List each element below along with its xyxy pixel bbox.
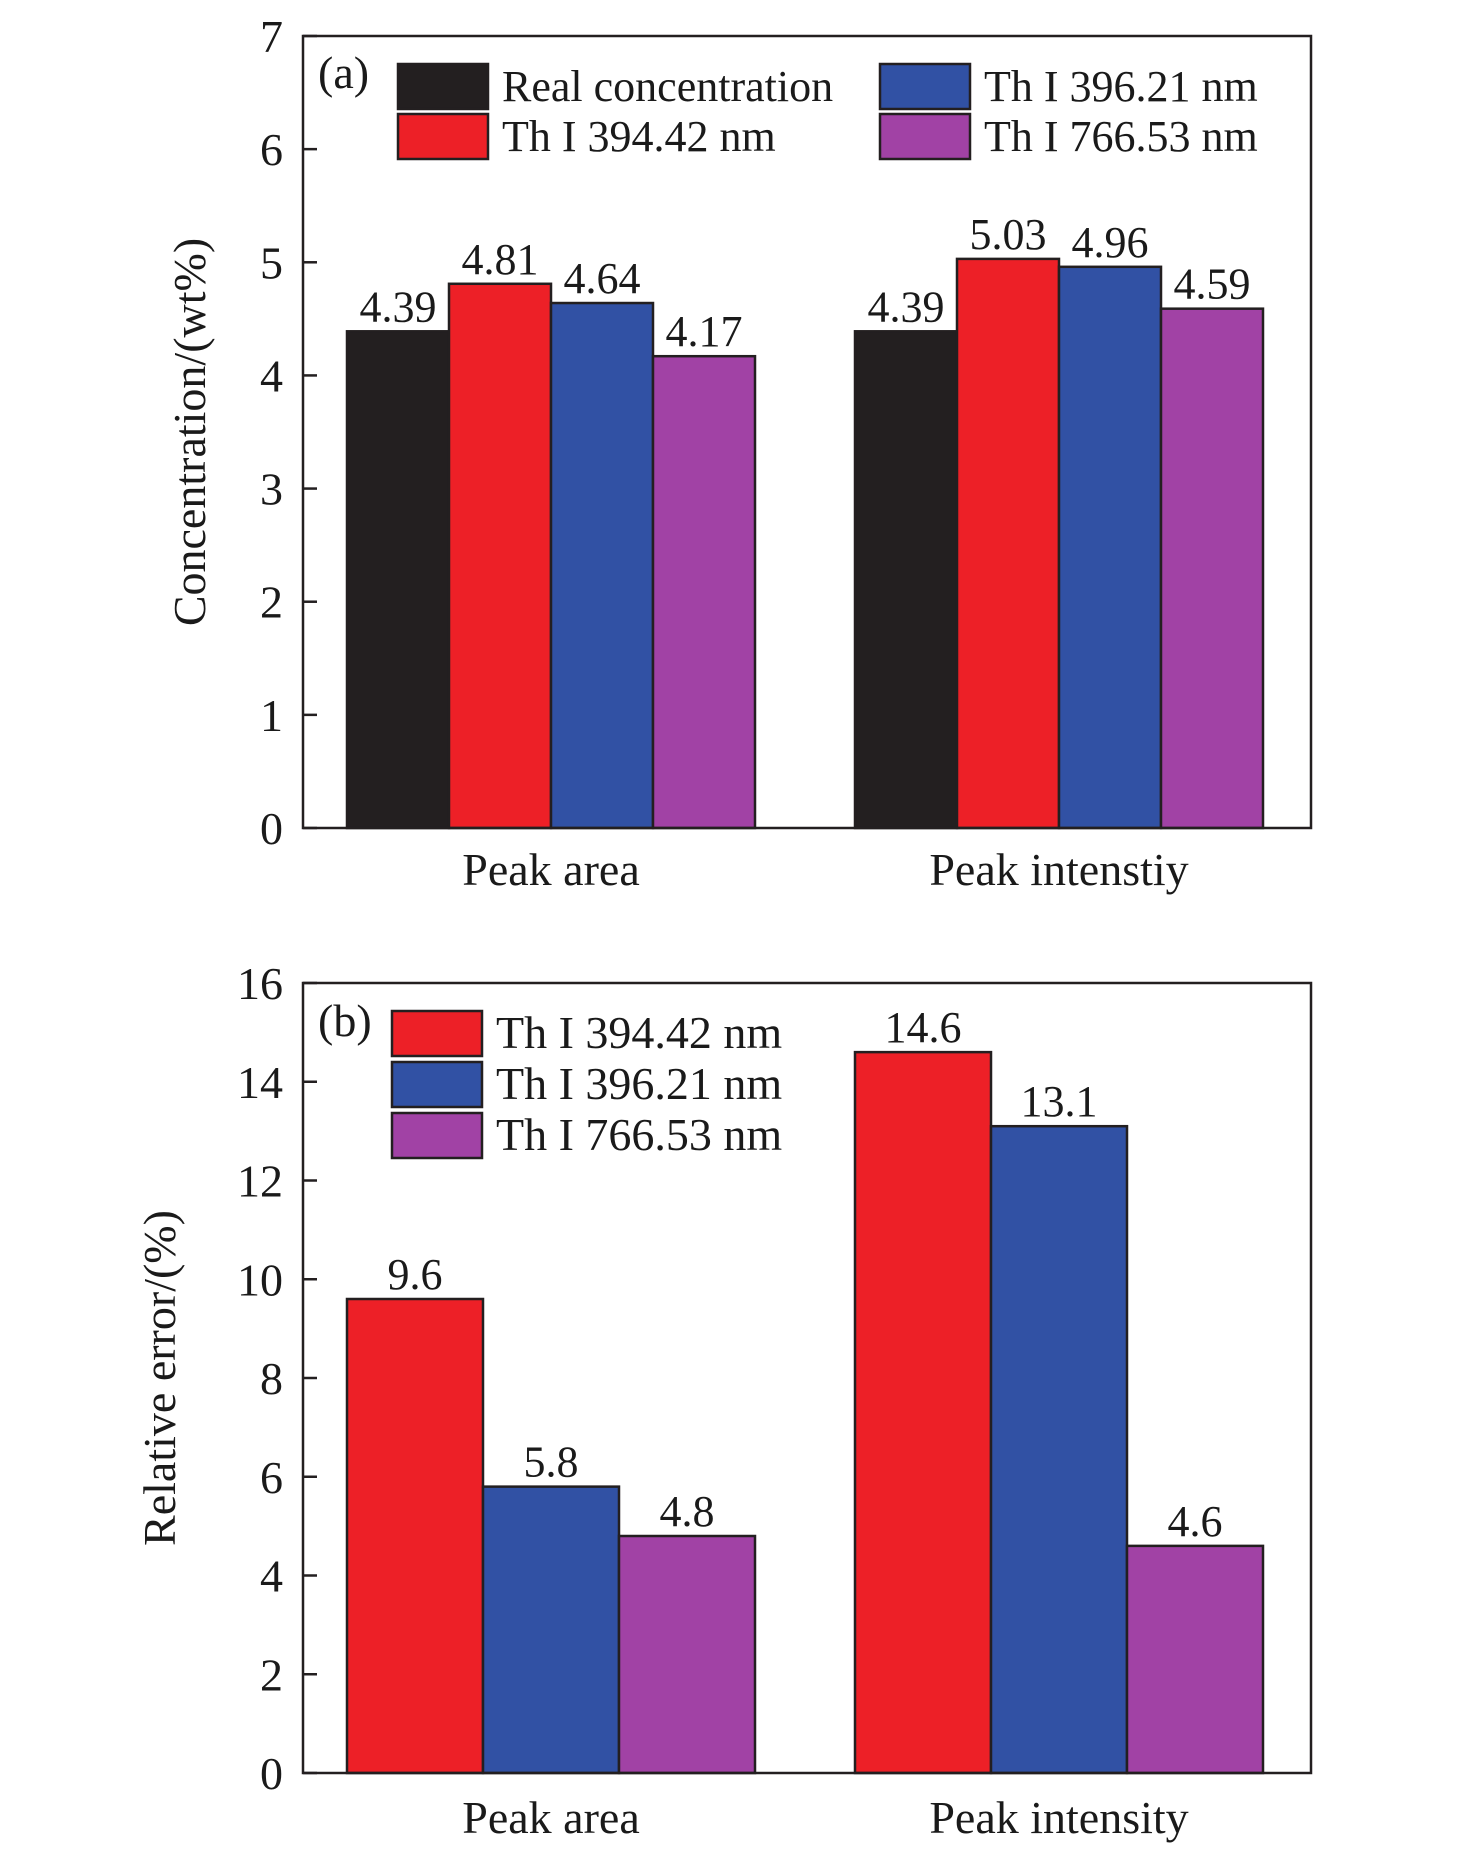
legend-swatch — [390, 1111, 484, 1160]
panel-label: (a) — [318, 47, 369, 98]
bar-peak-area-series-1 — [447, 282, 553, 830]
panel-label: (b) — [318, 995, 372, 1046]
x-tick-label: Peak intensity — [929, 1792, 1188, 1843]
y-tick-label: 4 — [260, 350, 283, 401]
bar-peak-intenstiy-series-1 — [955, 257, 1061, 830]
y-tick-label: 8 — [260, 1353, 283, 1404]
x-tick-label: Peak area — [462, 1792, 640, 1843]
data-label: 9.6 — [388, 1250, 443, 1299]
data-label: 5.03 — [970, 210, 1047, 259]
y-tick-label: 10 — [237, 1254, 283, 1305]
legend-entry: Th I 396.21 nm — [984, 62, 1258, 111]
data-label: 4.6 — [1168, 1497, 1223, 1546]
legend-swatch — [396, 112, 490, 161]
data-label: 14.6 — [885, 1003, 962, 1052]
y-tick-label: 5 — [260, 237, 283, 288]
bar-peak-area-series-2 — [549, 301, 655, 830]
bar-peak-intensity-series-0 — [853, 1050, 993, 1775]
legend-entry: Th I 394.42 nm — [496, 1007, 782, 1058]
data-label: 13.1 — [1021, 1077, 1098, 1126]
x-tick-label: Peak intenstiy — [929, 844, 1188, 895]
data-label: 4.64 — [564, 254, 641, 303]
bar-peak-area-series-0 — [345, 330, 451, 830]
y-tick-label: 4 — [260, 1551, 283, 1602]
data-label: 4.59 — [1174, 260, 1251, 309]
y-tick-label: 16 — [237, 958, 283, 1009]
bar-peak-intenstiy-series-2 — [1057, 265, 1163, 830]
y-tick-label: 2 — [260, 577, 283, 628]
chart-a: 4.39 4.81 4.64 4.17 Peak area 4.39 5.03 4.96 4.5… — [164, 11, 1313, 895]
legend-entry: Th I 396.21 nm — [496, 1058, 782, 1109]
bar-peak-area-series-0 — [345, 1297, 485, 1775]
bar-peak-area-series-1 — [481, 1485, 621, 1775]
legend-swatch — [878, 112, 972, 161]
y-tick-label: 7 — [260, 11, 283, 62]
y-tick-label: 2 — [260, 1649, 283, 1700]
legend-entry: Th I 766.53 nm — [984, 112, 1258, 161]
y-tick-label: 6 — [260, 124, 283, 175]
data-label: 4.39 — [868, 282, 945, 331]
y-tick-label: 6 — [260, 1452, 283, 1503]
bar-peak-area-series-3 — [651, 354, 757, 830]
plot-frame — [301, 34, 1313, 830]
y-tick-label: 0 — [260, 1748, 283, 1799]
bar-peak-area-series-2 — [617, 1534, 757, 1775]
chart-b: 9.6 5.8 4.8 Peak area 14.6 13.1 4.6 Peak intens… — [134, 958, 1313, 1843]
legend-entry: Th I 766.53 nm — [496, 1109, 782, 1160]
data-label: 4.39 — [360, 282, 437, 331]
bar-peak-intenstiy-series-0 — [853, 330, 959, 830]
bar-peak-intensity-series-2 — [1125, 1544, 1265, 1775]
bar-peak-intensity-series-1 — [989, 1124, 1129, 1775]
data-label: 4.81 — [462, 235, 539, 284]
data-label: 4.8 — [660, 1487, 715, 1536]
legend-swatch — [878, 62, 972, 111]
y-tick-label: 1 — [260, 690, 283, 741]
bar-peak-intenstiy-series-3 — [1159, 307, 1265, 830]
x-tick-label: Peak area — [462, 844, 640, 895]
legend-entry: Real concentration — [502, 62, 833, 111]
legend-swatch — [390, 1009, 484, 1058]
y-tick-label: 0 — [260, 803, 283, 854]
y-axis-title: Concentration/(wt%) — [164, 238, 215, 626]
y-axis-title: Relative error/(%) — [134, 1210, 185, 1546]
y-tick-label: 14 — [237, 1057, 283, 1108]
data-label: 5.8 — [524, 1438, 579, 1487]
data-label: 4.17 — [666, 307, 743, 356]
legend-entry: Th I 394.42 nm — [502, 112, 776, 161]
y-tick-label: 12 — [237, 1156, 283, 1207]
data-label: 4.96 — [1072, 218, 1149, 267]
legend-swatch — [396, 62, 490, 111]
y-tick-label: 3 — [260, 464, 283, 515]
legend-swatch — [390, 1060, 484, 1109]
